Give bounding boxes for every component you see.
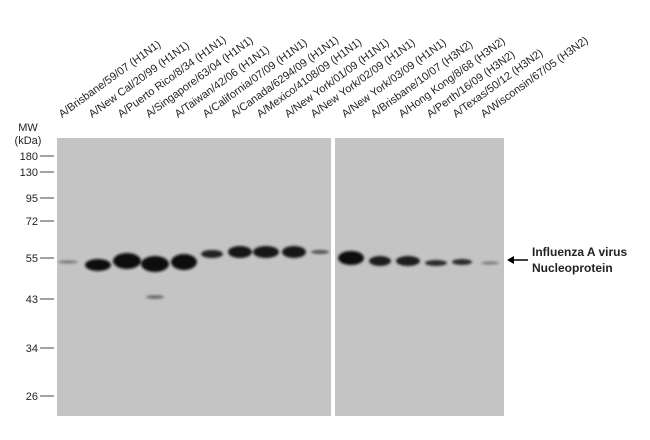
band [171, 254, 197, 270]
band [113, 253, 141, 269]
band [282, 246, 306, 258]
marker-label: 72 [26, 216, 38, 228]
marker-label: 55 [26, 253, 38, 265]
band [228, 246, 252, 258]
marker-label: 26 [26, 391, 38, 403]
band [58, 260, 78, 264]
annotation: Nucleoprotein [532, 261, 613, 275]
bands [58, 246, 499, 299]
annotation: Influenza A virus [532, 245, 627, 259]
mw-label: (kDa) [15, 135, 42, 147]
blot-panel [335, 138, 504, 416]
band [201, 250, 223, 258]
marker-label: 130 [20, 167, 38, 179]
band [425, 260, 447, 266]
band [85, 259, 111, 271]
band [253, 246, 279, 258]
arrow-head [507, 256, 514, 264]
marker-label: 180 [20, 151, 38, 163]
band [338, 251, 364, 265]
band [481, 261, 499, 265]
mw-label: MW [18, 122, 38, 134]
marker-label: 43 [26, 294, 38, 306]
band [396, 256, 420, 266]
blot-panel [57, 138, 331, 416]
marker-label: 34 [26, 343, 38, 355]
band [146, 295, 164, 299]
band [369, 256, 391, 266]
band [141, 256, 169, 272]
band [452, 259, 472, 265]
marker-label: 95 [26, 193, 38, 205]
band [311, 250, 329, 254]
